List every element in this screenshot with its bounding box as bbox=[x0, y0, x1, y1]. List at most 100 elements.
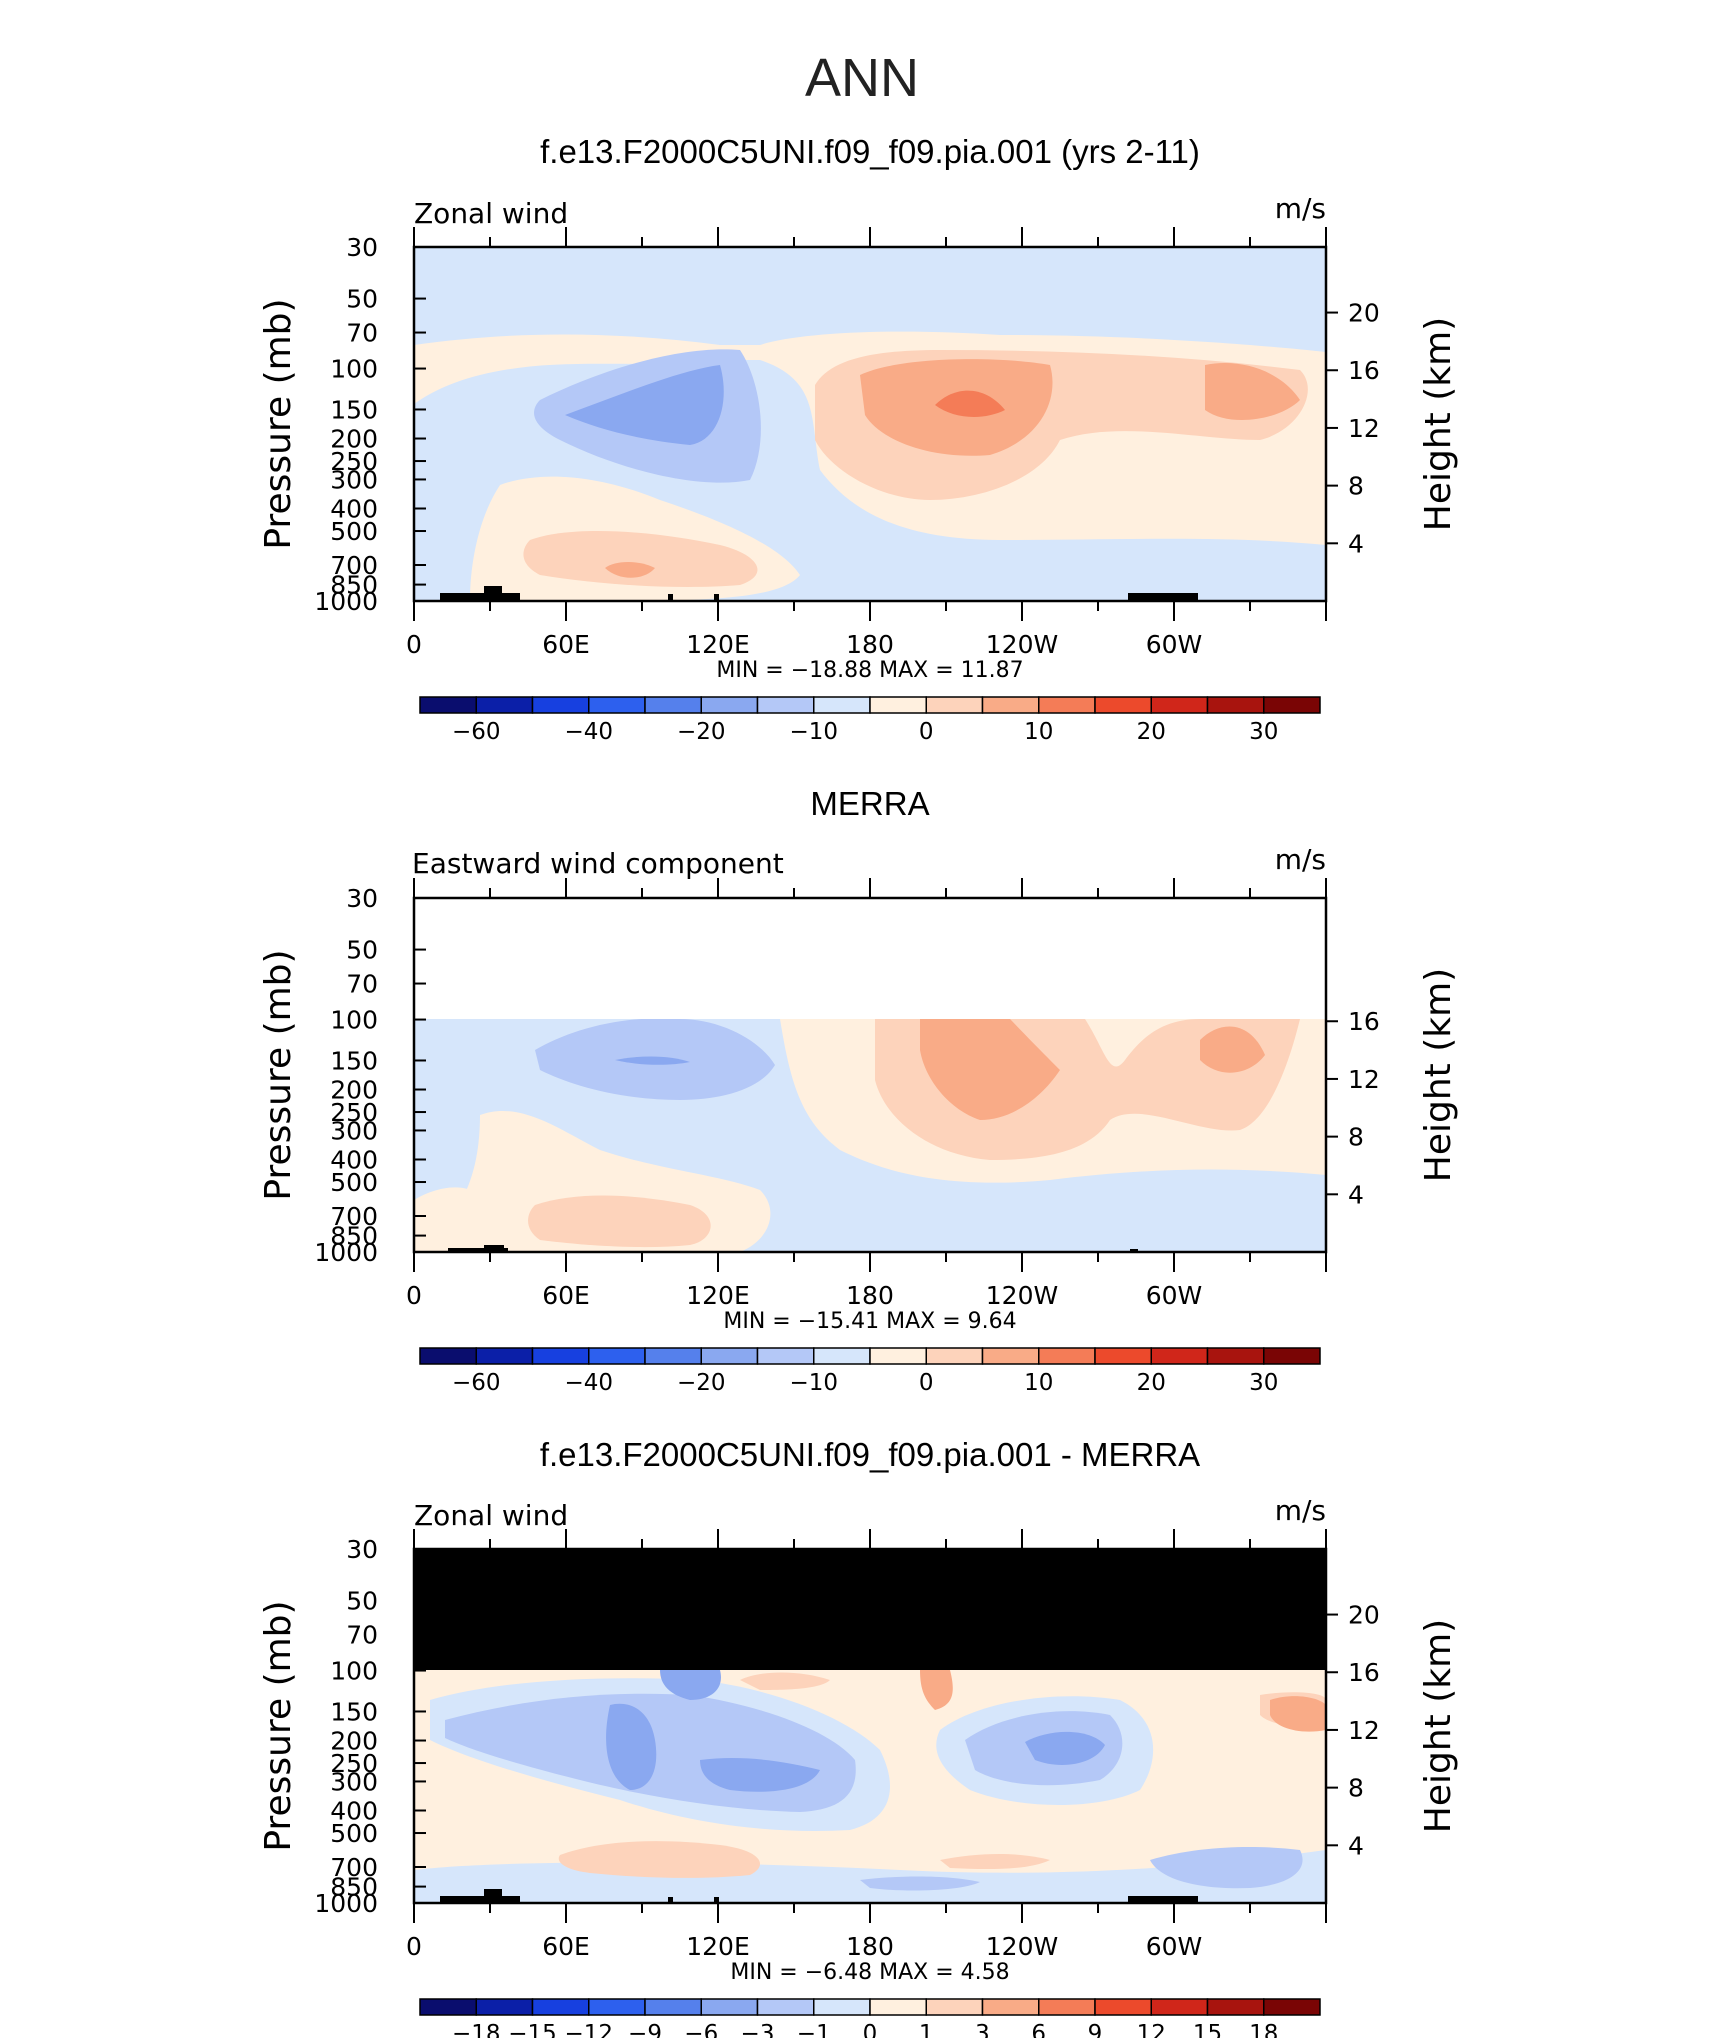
panel-3-surface-america bbox=[1128, 1896, 1198, 1903]
lon-tick-label: 180 bbox=[846, 1932, 894, 1961]
pressure-tick-label: 150 bbox=[330, 1697, 378, 1726]
colorbar-swatch bbox=[1206, 1347, 1265, 1365]
panel-1-title: f.e13.F2000C5UNI.f09_f09.pia.001 (yrs 2-… bbox=[540, 133, 1200, 170]
panel-2-missing-top bbox=[414, 898, 1326, 1019]
colorbar-label: −3 bbox=[741, 2021, 775, 2038]
pressure-tick-label: 400 bbox=[330, 1145, 378, 1174]
colorbar-swatch bbox=[531, 696, 590, 714]
colorbar-swatch bbox=[869, 696, 927, 714]
colorbar-swatch bbox=[1206, 1998, 1265, 2016]
colorbar-swatch bbox=[981, 1347, 1040, 1365]
panel-1-units: m/s bbox=[1275, 192, 1326, 225]
pressure-tick-label: 1000 bbox=[314, 1889, 378, 1918]
panel-3-min-max: MIN = −6.48 MAX = 4.58 bbox=[730, 1960, 1009, 1985]
height-tick-label: 8 bbox=[1348, 472, 1364, 501]
colorbar-swatch bbox=[1150, 696, 1209, 714]
colorbar-label: −20 bbox=[677, 719, 726, 745]
panel-3-variable: Zonal wind bbox=[414, 1499, 568, 1532]
height-tick-label: 20 bbox=[1348, 299, 1380, 328]
colorbar-label: 10 bbox=[1024, 1370, 1053, 1396]
panel-3-colorbar: −18 −15 −12 −9 −6 −3 −1 0 1 3 6 9 12 15 18 bbox=[419, 1998, 1321, 2038]
pressure-tick-label: 200 bbox=[330, 425, 378, 454]
pressure-axis-title: Pressure (mb) bbox=[258, 949, 299, 1200]
colorbar-swatch bbox=[869, 1347, 927, 1365]
lon-tick-label: 60E bbox=[542, 1281, 590, 1310]
colorbar-label: 10 bbox=[1024, 719, 1053, 745]
pressure-tick-label: 700 bbox=[330, 1853, 378, 1882]
pressure-tick-label: 850 bbox=[330, 1222, 378, 1251]
colorbar-label: −6 bbox=[684, 2021, 718, 2038]
colorbar-label: 6 bbox=[1031, 2021, 1046, 2038]
colorbar-label: 20 bbox=[1137, 719, 1166, 745]
panel-1-min-max: MIN = −18.88 MAX = 11.87 bbox=[716, 658, 1023, 683]
colorbar-label: −20 bbox=[677, 1370, 726, 1396]
colorbar-swatch bbox=[419, 696, 477, 714]
colorbar-label: 18 bbox=[1249, 2021, 1278, 2038]
colorbar-label: 1 bbox=[919, 2021, 934, 2038]
panel-2-contours bbox=[414, 898, 1326, 1252]
colorbar-label: −18 bbox=[452, 2021, 501, 2038]
lon-tick-label: 180 bbox=[846, 1281, 894, 1310]
colorbar-label: 0 bbox=[919, 1370, 934, 1396]
panel-2-jet-core-1 bbox=[920, 1019, 1060, 1120]
panel-2-variable: Eastward wind component bbox=[412, 847, 784, 880]
panel-3-pos-upper-core bbox=[920, 1670, 1326, 1732]
lon-tick-label: 60E bbox=[542, 1932, 590, 1961]
height-tick-label: 8 bbox=[1348, 1774, 1364, 1803]
lon-tick-label: 120E bbox=[686, 630, 750, 659]
pressure-axis-title: Pressure (mb) bbox=[258, 298, 299, 549]
lon-tick-label: 60E bbox=[542, 630, 590, 659]
colorbar-swatch bbox=[1263, 696, 1321, 714]
colorbar-swatch bbox=[925, 1998, 984, 2016]
height-axis-title: Height (km) bbox=[1418, 1619, 1459, 1833]
pressure-tick-label: 1000 bbox=[314, 1238, 378, 1267]
panel-1-colorbar: −60 −40 −20 −10 0 10 20 30 bbox=[419, 696, 1321, 745]
pressure-tick-label: 700 bbox=[330, 551, 378, 580]
panel-2-title: MERRA bbox=[810, 785, 929, 822]
panel-2-jet-core-2 bbox=[1200, 1026, 1265, 1073]
pressure-tick-label: 50 bbox=[346, 1587, 378, 1616]
pressure-tick-label: 30 bbox=[346, 884, 378, 913]
colorbar-swatch bbox=[925, 696, 984, 714]
panel-1-surface-island bbox=[668, 594, 673, 601]
colorbar-label: 3 bbox=[975, 2021, 990, 2038]
panel-3-surface-island bbox=[668, 1897, 673, 1903]
pressure-tick-label: 500 bbox=[330, 517, 378, 546]
panel-2: MERRA Eastward wind component m/s 30 50 70… bbox=[258, 785, 1459, 1396]
colorbar-swatch bbox=[1094, 1998, 1152, 2016]
pressure-tick-label: 70 bbox=[346, 970, 378, 999]
height-tick-label: 8 bbox=[1348, 1123, 1364, 1152]
pressure-tick-label: 250 bbox=[330, 1749, 378, 1778]
panel-3-surface-africa bbox=[440, 1896, 520, 1903]
colorbar-swatch bbox=[700, 1347, 759, 1365]
colorbar-swatch bbox=[588, 696, 646, 714]
panel-3-low-negative bbox=[860, 1847, 1303, 1891]
panel-1: f.e13.F2000C5UNI.f09_f09.pia.001 (yrs 2-… bbox=[258, 133, 1459, 745]
height-tick-label: 16 bbox=[1348, 1007, 1380, 1036]
pressure-tick-label: 300 bbox=[330, 465, 378, 494]
panel-3-missing-top bbox=[414, 1549, 1326, 1670]
colorbar-swatch bbox=[700, 696, 759, 714]
colorbar-swatch bbox=[1150, 1998, 1209, 2016]
colorbar-label: 12 bbox=[1137, 2021, 1166, 2038]
colorbar-label: 30 bbox=[1249, 1370, 1278, 1396]
lon-tick-label: 120W bbox=[986, 1932, 1058, 1961]
colorbar-swatch bbox=[756, 696, 815, 714]
height-tick-label: 4 bbox=[1348, 529, 1364, 558]
panel-1-low-jet-core bbox=[605, 562, 655, 578]
lon-tick-label: 120W bbox=[986, 1281, 1058, 1310]
pressure-tick-label: 200 bbox=[330, 1076, 378, 1105]
colorbar-swatch bbox=[1263, 1347, 1321, 1365]
height-axis-title: Height (km) bbox=[1418, 317, 1459, 531]
pressure-tick-label: 700 bbox=[330, 1202, 378, 1231]
height-tick-label: 4 bbox=[1348, 1180, 1364, 1209]
height-tick-label: 20 bbox=[1348, 1601, 1380, 1630]
height-tick-label: 12 bbox=[1348, 1065, 1380, 1094]
panel-3-units: m/s bbox=[1275, 1494, 1326, 1527]
colorbar-swatch bbox=[981, 696, 1040, 714]
pressure-tick-label: 500 bbox=[330, 1168, 378, 1197]
panel-3: f.e13.F2000C5UNI.f09_f09.pia.001 - MERRA… bbox=[258, 1436, 1459, 2038]
pressure-tick-label: 50 bbox=[346, 285, 378, 314]
